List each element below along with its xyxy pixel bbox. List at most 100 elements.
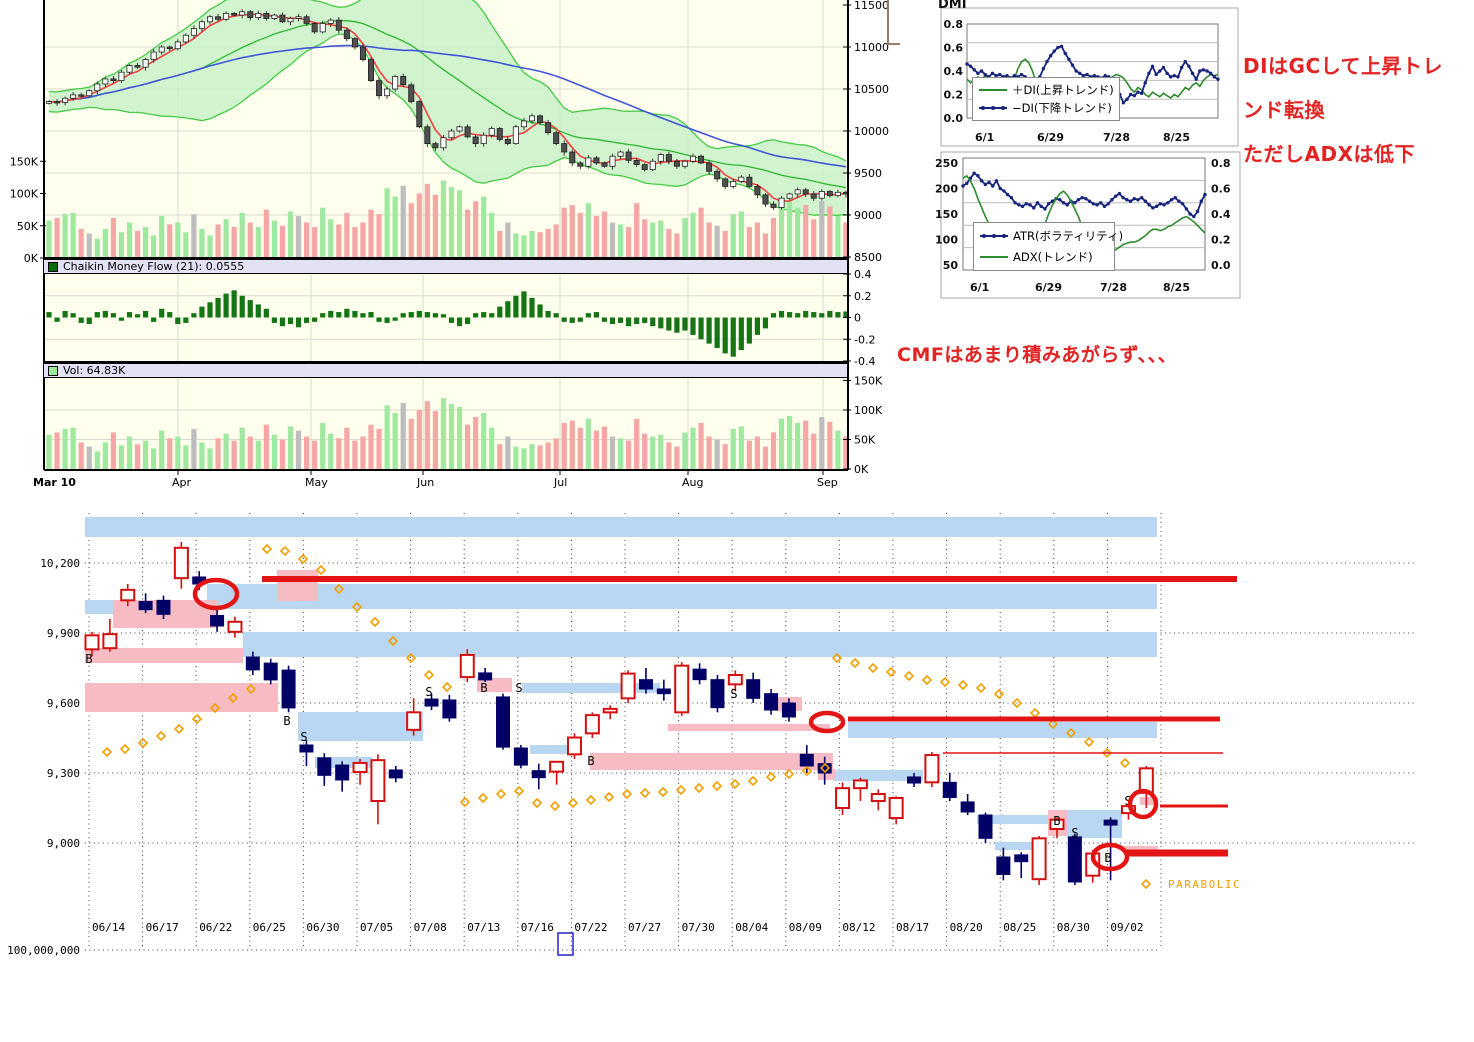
svg-text:08/20: 08/20 — [950, 921, 983, 934]
minus-di-line-icon — [979, 105, 1007, 111]
svg-text:200: 200 — [935, 183, 958, 196]
cmf-legend-swatch-icon — [48, 261, 58, 272]
atr-adx-legend: ATR(ボラティリティ) ADX(トレンド) — [973, 222, 1123, 271]
svg-text:-0.4: -0.4 — [854, 355, 875, 368]
svg-text:06/30: 06/30 — [306, 921, 339, 934]
svg-text:B: B — [587, 754, 594, 768]
svg-text:09/02: 09/02 — [1110, 921, 1143, 934]
svg-text:S: S — [1124, 794, 1131, 808]
svg-text:S: S — [730, 687, 737, 701]
red-annotations — [192, 576, 1237, 872]
svg-text:9500: 9500 — [854, 167, 882, 180]
dmi-chart-title: DMI — [938, 0, 967, 12]
svg-text:9,900: 9,900 — [47, 627, 80, 640]
svg-text:Jul: Jul — [553, 476, 567, 489]
svg-text:9,300: 9,300 — [47, 767, 80, 780]
svg-text:150K: 150K — [854, 375, 883, 388]
svg-text:07/08: 07/08 — [414, 921, 447, 934]
volume-legend-swatch-icon — [48, 365, 58, 376]
daily-axis-labels: 10,200 9,900 9,600 9,300 9,000 100,000,000 06/… — [7, 557, 1143, 957]
svg-text:10500: 10500 — [854, 83, 889, 96]
svg-text:08/09: 08/09 — [789, 921, 822, 934]
svg-text:0K: 0K — [24, 252, 39, 265]
price-panel-volume-bars — [46, 180, 849, 258]
svg-text:0.2: 0.2 — [1211, 234, 1231, 247]
dmi-legend-plus-di: ＋DI(上昇トレンド) — [979, 82, 1114, 98]
svg-text:100K: 100K — [854, 404, 883, 417]
svg-text:9000: 9000 — [854, 209, 882, 222]
svg-text:B: B — [1104, 851, 1111, 865]
annotation-cmf-note: CMFはあまり積みあがらず、、、 — [897, 344, 1178, 366]
adx-line-icon — [980, 254, 1008, 260]
svg-text:11500: 11500 — [854, 0, 889, 12]
minus-di-label: −DI(下降トレンド) — [1012, 101, 1112, 115]
svg-text:08/17: 08/17 — [896, 921, 929, 934]
svg-text:0K: 0K — [854, 463, 869, 476]
svg-text:07/13: 07/13 — [467, 921, 500, 934]
svg-text:07/16: 07/16 — [521, 921, 554, 934]
svg-text:0.0: 0.0 — [1211, 259, 1231, 272]
svg-text:-0.2: -0.2 — [854, 333, 875, 346]
volume-outline-bar — [557, 932, 574, 956]
svg-text:10000: 10000 — [854, 125, 889, 138]
parabolic-legend: PARABOLIC — [1140, 878, 1241, 891]
svg-text:0.4: 0.4 — [854, 268, 872, 281]
svg-text:150: 150 — [935, 208, 958, 221]
atr-line-icon — [980, 233, 1008, 239]
panel-borders — [43, 0, 849, 471]
annotation-dmi-note-line2: ンド転換 — [1243, 98, 1325, 122]
svg-text:0.4: 0.4 — [944, 65, 964, 78]
atr-legend-row: ATR(ボラティリティ) — [980, 228, 1123, 244]
svg-text:06/14: 06/14 — [92, 921, 125, 934]
svg-text:50K: 50K — [17, 220, 39, 233]
svg-text:8500: 8500 — [854, 251, 882, 264]
svg-text:S: S — [515, 681, 522, 695]
annotation-dmi-note-line3: ただしADXは低下 — [1243, 142, 1415, 166]
main-price-chart: 11500 11000 10500 10000 9500 9000 8500 150K 100K… — [10, 0, 900, 489]
svg-text:0.2: 0.2 — [944, 89, 964, 102]
svg-text:Aug: Aug — [682, 476, 703, 489]
svg-text:0.2: 0.2 — [854, 290, 872, 303]
svg-text:08/12: 08/12 — [842, 921, 875, 934]
dmi-legend-minus-di: −DI(下降トレンド) — [979, 100, 1113, 116]
svg-text:0.0: 0.0 — [944, 112, 964, 125]
adx-legend-row: ADX(トレンド) — [980, 249, 1108, 265]
main-axis-labels: 11500 11000 10500 10000 9500 9000 8500 150K 100K… — [10, 0, 889, 489]
svg-text:6/29: 6/29 — [1035, 281, 1062, 294]
svg-text:08/04: 08/04 — [735, 921, 768, 934]
svg-text:100K: 100K — [10, 188, 39, 201]
svg-text:07/30: 07/30 — [682, 921, 715, 934]
support-resistance-bands — [85, 517, 1158, 853]
volume-panel-header: Vol: 64.83K — [44, 363, 847, 378]
svg-text:0: 0 — [854, 312, 861, 325]
svg-text:6/1: 6/1 — [970, 281, 989, 294]
svg-text:B: B — [480, 681, 487, 695]
svg-text:8/25: 8/25 — [1163, 131, 1190, 144]
cmf-bars — [46, 290, 849, 357]
svg-text:0.8: 0.8 — [944, 18, 964, 31]
svg-text:06/22: 06/22 — [199, 921, 232, 934]
svg-text:8/25: 8/25 — [1163, 281, 1190, 294]
svg-text:0.6: 0.6 — [1211, 183, 1231, 196]
svg-text:7/28: 7/28 — [1103, 131, 1130, 144]
svg-text:B: B — [85, 652, 92, 666]
parabolic-sar-dots — [101, 543, 1131, 812]
svg-text:Jun: Jun — [416, 476, 434, 489]
moving-averages — [48, 13, 847, 202]
svg-text:0.8: 0.8 — [1211, 157, 1231, 170]
plus-di-label: ＋DI(上昇トレンド) — [1012, 83, 1114, 97]
svg-text:S: S — [300, 730, 307, 744]
svg-text:250: 250 — [935, 157, 958, 170]
svg-text:PARABOLIC: PARABOLIC — [1168, 878, 1241, 891]
adx-label: ADX(トレンド) — [1013, 249, 1093, 264]
svg-text:08/30: 08/30 — [1057, 921, 1090, 934]
svg-text:B: B — [283, 714, 290, 728]
svg-text:06/17: 06/17 — [146, 921, 179, 934]
svg-text:S: S — [425, 685, 432, 699]
svg-text:07/22: 07/22 — [574, 921, 607, 934]
stray-line — [887, 0, 900, 45]
volume-panel-title: Vol: 64.83K — [63, 364, 126, 377]
svg-text:9,600: 9,600 — [47, 697, 80, 710]
